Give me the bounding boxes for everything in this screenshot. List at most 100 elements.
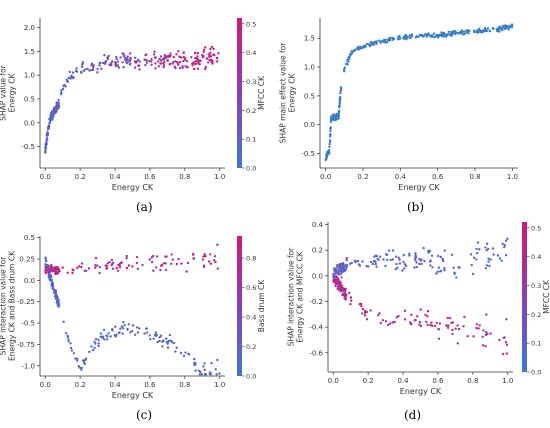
data-point	[387, 249, 391, 252]
data-point	[129, 56, 132, 60]
x-tick-label: 0.8	[179, 173, 190, 181]
data-point	[81, 62, 84, 66]
data-point	[381, 319, 385, 322]
data-point	[190, 56, 193, 59]
data-point	[501, 24, 505, 27]
y-axis-label: Energy CK and MFCC CK	[296, 250, 305, 343]
data-point	[391, 258, 395, 261]
data-point	[492, 253, 495, 256]
data-point	[472, 256, 476, 259]
data-point	[333, 281, 336, 284]
data-point	[389, 258, 392, 262]
x-axis-label: Energy CK	[112, 183, 154, 192]
data-point	[169, 54, 172, 58]
data-point	[175, 53, 178, 56]
data-point	[76, 359, 79, 362]
data-point	[414, 252, 417, 255]
data-point	[123, 54, 126, 57]
data-point	[145, 53, 148, 56]
data-point	[207, 260, 211, 263]
y-tick-label: -0.25	[17, 298, 35, 306]
data-point	[209, 47, 212, 51]
data-point	[408, 252, 411, 255]
data-point	[176, 62, 180, 65]
data-point	[166, 346, 170, 349]
data-point	[335, 268, 338, 272]
data-point	[110, 263, 113, 267]
data-point	[150, 63, 153, 66]
data-point	[448, 316, 452, 320]
data-point	[489, 332, 492, 335]
data-point	[511, 24, 514, 27]
data-point	[48, 122, 51, 125]
data-point	[424, 313, 427, 317]
data-point	[195, 60, 199, 63]
data-point	[475, 251, 479, 255]
data-point	[192, 257, 195, 260]
data-point	[433, 32, 436, 35]
data-point	[452, 266, 455, 269]
data-point	[131, 324, 135, 327]
data-point	[128, 59, 131, 63]
data-point	[45, 138, 49, 142]
data-point	[497, 27, 500, 30]
data-point	[152, 254, 155, 258]
data-point	[369, 309, 372, 312]
caption-c: (c)	[136, 408, 153, 422]
data-point	[122, 321, 125, 324]
y-tick-label: 1.5	[304, 35, 315, 43]
data-point	[329, 126, 332, 129]
data-point	[154, 334, 158, 338]
x-tick-label: 1.0	[507, 173, 518, 181]
data-point	[439, 255, 442, 259]
data-point	[467, 32, 470, 35]
data-point	[150, 260, 154, 264]
x-tick-label: 0.8	[467, 377, 478, 385]
x-tick-label: 1.0	[502, 377, 513, 385]
data-point	[500, 259, 503, 262]
data-point	[98, 271, 101, 275]
data-point	[169, 52, 172, 55]
data-point	[345, 62, 348, 65]
data-point	[129, 331, 132, 334]
y-axis-label: SHAP value for	[0, 64, 8, 121]
data-point	[144, 63, 147, 67]
data-point	[210, 362, 213, 365]
data-point	[97, 338, 100, 342]
data-point	[90, 345, 93, 348]
data-point	[491, 27, 494, 30]
data-point	[98, 64, 101, 67]
data-point	[94, 266, 97, 269]
x-tick-label: 0.6	[144, 381, 156, 389]
data-point	[397, 37, 400, 40]
data-point	[420, 33, 423, 37]
data-point	[377, 314, 380, 317]
data-point	[97, 342, 100, 345]
data-point	[443, 249, 446, 252]
colorbar-tick-label: 0.5	[246, 20, 256, 28]
data-point	[46, 131, 49, 135]
data-point	[80, 71, 83, 75]
data-point	[329, 133, 332, 137]
data-point	[415, 265, 418, 269]
y-tick-label: 0.0	[24, 119, 35, 127]
data-point	[83, 269, 86, 272]
data-point	[129, 52, 132, 55]
data-point	[375, 42, 378, 45]
data-point	[361, 307, 365, 311]
data-point	[94, 256, 98, 260]
data-point	[338, 102, 341, 105]
data-point	[193, 67, 196, 71]
data-point	[154, 67, 157, 70]
data-point	[405, 35, 409, 39]
data-point	[135, 326, 139, 329]
data-point	[44, 263, 48, 267]
data-point	[111, 261, 115, 264]
x-tick-label: 1.0	[214, 381, 225, 389]
data-point	[186, 261, 190, 265]
x-axis-label: Energy CK	[400, 387, 442, 396]
data-point	[444, 35, 448, 38]
data-point	[508, 24, 511, 27]
data-point	[125, 59, 129, 62]
data-point	[113, 61, 117, 64]
